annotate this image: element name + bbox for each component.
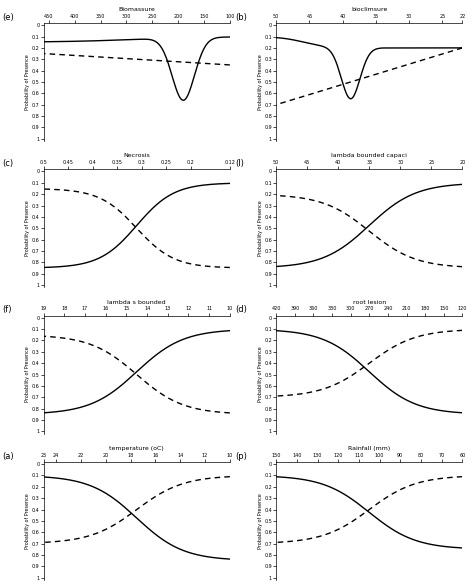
- Text: (e): (e): [3, 13, 15, 22]
- Text: (c): (c): [3, 159, 14, 168]
- X-axis label: lambda s bounded: lambda s bounded: [108, 299, 166, 305]
- X-axis label: bioclimsure: bioclimsure: [351, 7, 387, 12]
- Y-axis label: Probability of Presence: Probability of Presence: [258, 347, 263, 402]
- Text: (a): (a): [3, 452, 14, 460]
- Text: (p): (p): [235, 452, 247, 460]
- X-axis label: temperature (oC): temperature (oC): [109, 446, 164, 451]
- X-axis label: Necrosis: Necrosis: [123, 153, 150, 158]
- Y-axis label: Probability of Presence: Probability of Presence: [26, 347, 30, 402]
- Y-axis label: Probability of Presence: Probability of Presence: [26, 201, 30, 256]
- Y-axis label: Probability of Presence: Probability of Presence: [26, 493, 30, 549]
- Y-axis label: Probability of Presence: Probability of Presence: [258, 54, 263, 110]
- X-axis label: Biomassure: Biomassure: [118, 7, 155, 12]
- X-axis label: Rainfall (mm): Rainfall (mm): [348, 446, 391, 451]
- Y-axis label: Probability of Presence: Probability of Presence: [26, 54, 30, 110]
- Text: (b): (b): [235, 13, 247, 22]
- Y-axis label: Probability of Presence: Probability of Presence: [258, 201, 263, 256]
- Y-axis label: Probability of Presence: Probability of Presence: [258, 493, 263, 549]
- X-axis label: lambda bounded capaci: lambda bounded capaci: [331, 153, 407, 158]
- Text: (f): (f): [3, 305, 12, 315]
- Text: (l): (l): [235, 159, 244, 168]
- Text: (d): (d): [235, 305, 247, 315]
- X-axis label: root lesion: root lesion: [353, 299, 386, 305]
